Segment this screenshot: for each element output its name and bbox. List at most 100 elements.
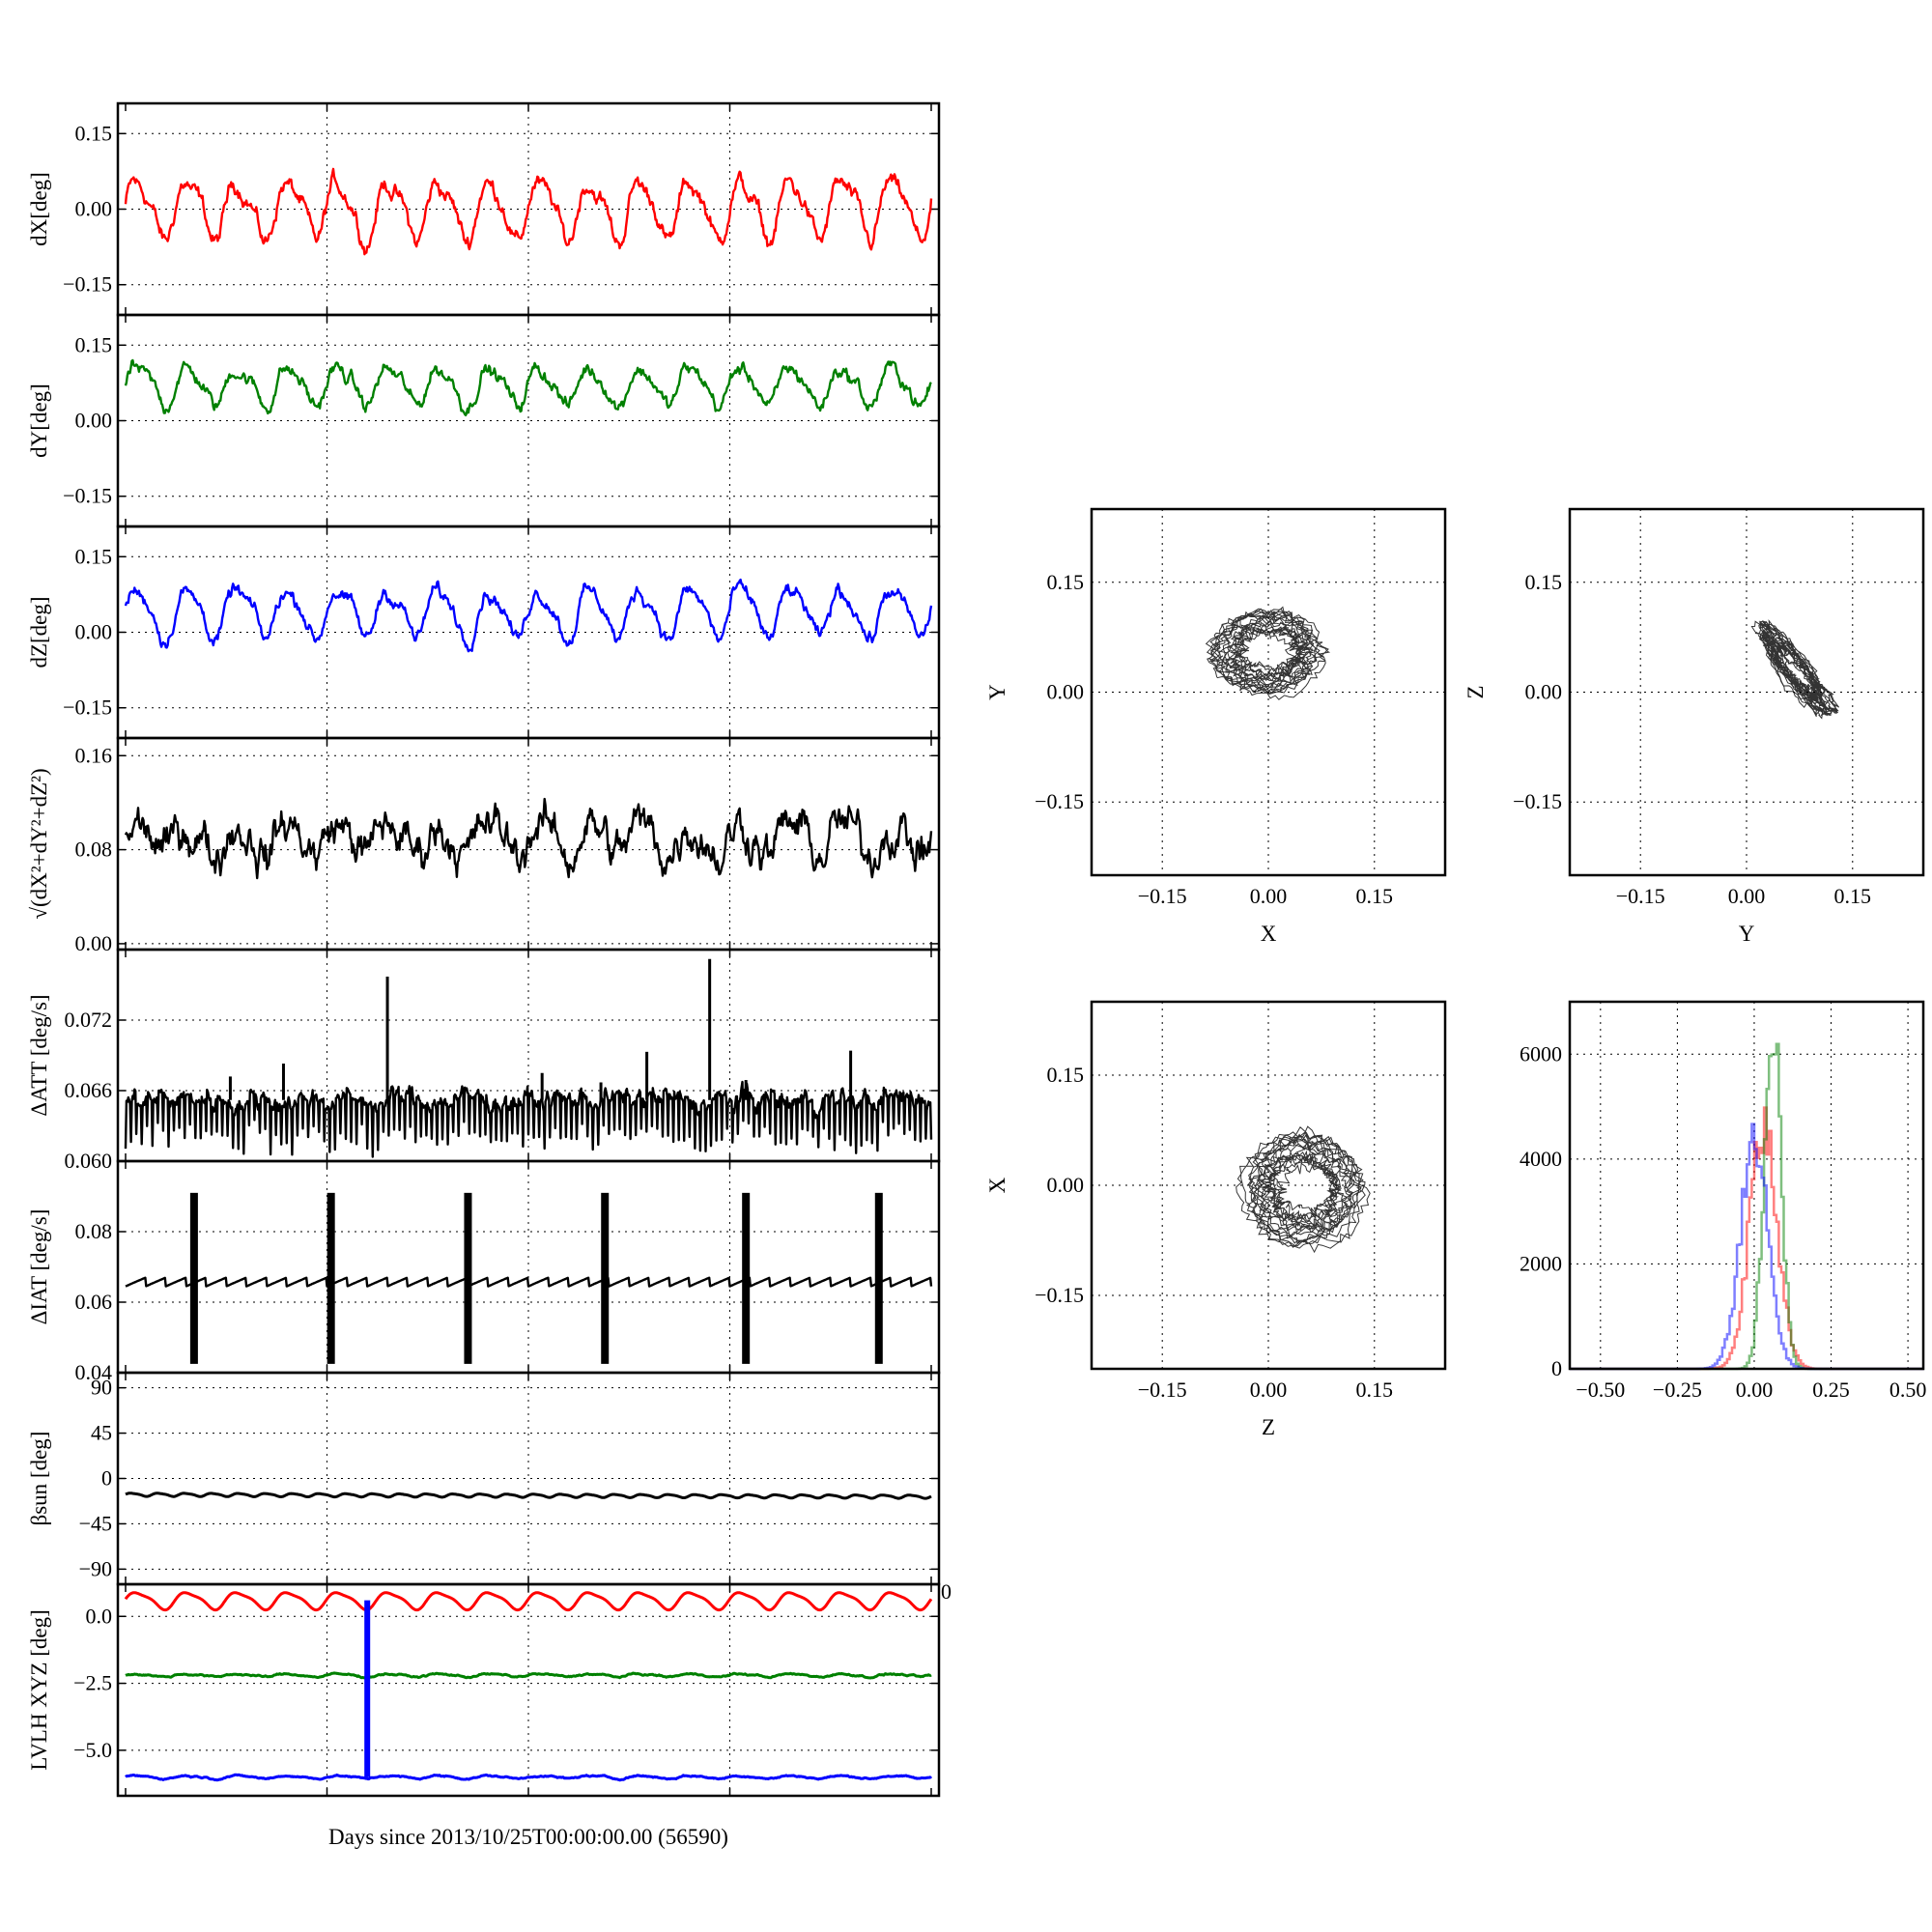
panel-dx-ytick-label: −0.15 bbox=[63, 272, 112, 297]
panel-zx-ytick-label: −0.15 bbox=[1035, 1283, 1084, 1307]
panel-dz bbox=[116, 525, 941, 740]
panel-hist-ytick-label: 0 bbox=[1551, 1356, 1562, 1380]
panel-hist-xtick-label: 0.50 bbox=[1889, 1378, 1927, 1402]
panel-datt bbox=[116, 948, 941, 1163]
panel-lvlh-ylabel: LVLH XYZ [deg] bbox=[27, 1609, 51, 1771]
panel-yz-trajectory bbox=[1750, 618, 1840, 720]
panel-dx bbox=[116, 101, 941, 317]
panel-zx-xtick-label: 0.00 bbox=[1250, 1378, 1288, 1402]
panel-datt-ylabel: ΔATT [deg/s] bbox=[27, 994, 51, 1116]
panel-xy-xlabel: X bbox=[1261, 922, 1277, 946]
panel-beta-ylabel: βsun [deg] bbox=[27, 1432, 51, 1526]
panel-datt-corner-label: 0.060 bbox=[65, 1149, 113, 1173]
panel-zx-ytick-label: 0.15 bbox=[1047, 1063, 1085, 1087]
panel-yz-ytick-label: 0.00 bbox=[1525, 680, 1563, 704]
panel-hist bbox=[1568, 1000, 1925, 1371]
panel-xy-xtick-label: 0.15 bbox=[1356, 884, 1394, 908]
panel-datt-series-0 bbox=[124, 1080, 933, 1158]
panel-xy-trajectory bbox=[1205, 606, 1331, 700]
panel-hist-xtick-label: 0.25 bbox=[1812, 1378, 1850, 1402]
panel-diat-series-0 bbox=[125, 1276, 933, 1288]
panel-hist-series-0 bbox=[1570, 1106, 1924, 1371]
panel-dy bbox=[116, 313, 941, 528]
panel-dy-ytick-label: 0.00 bbox=[75, 409, 113, 433]
panel-dz-ytick-label: 0.00 bbox=[75, 620, 113, 644]
panel-mag-series-0 bbox=[124, 797, 933, 880]
panel-mag-ytick-label: 0.16 bbox=[75, 743, 113, 767]
panel-lvlh-ytick-label: −5.0 bbox=[73, 1738, 112, 1762]
panel-xy bbox=[1090, 507, 1447, 877]
panel-mag-ytick-label: 0.00 bbox=[75, 931, 113, 955]
panel-lvlh-corner-label: 0 bbox=[941, 1579, 952, 1604]
panel-diat-burst bbox=[874, 1192, 883, 1364]
panel-zx-frame bbox=[1090, 1000, 1447, 1371]
panel-diat-burst bbox=[742, 1192, 751, 1364]
panel-datt-ytick-label: 0.066 bbox=[65, 1078, 113, 1102]
panel-diat-burst bbox=[327, 1192, 335, 1364]
panel-zx-xlabel: Z bbox=[1262, 1415, 1275, 1439]
panel-diat-ytick-label: 0.06 bbox=[75, 1290, 113, 1314]
panel-yz-xtick-label: 0.00 bbox=[1728, 884, 1766, 908]
panel-lvlh-ytick-label: 0.0 bbox=[86, 1604, 113, 1628]
panel-xy-ylabel: Y bbox=[985, 684, 1009, 700]
panel-hist-ytick-label: 6000 bbox=[1520, 1041, 1562, 1065]
panel-mag-ylabel: √(dX²+dY²+dZ²) bbox=[27, 768, 51, 919]
panel-yz-xlabel: Y bbox=[1739, 922, 1755, 946]
panel-yz-ytick-label: 0.15 bbox=[1525, 570, 1563, 594]
panel-dx-ylabel: dX[deg] bbox=[27, 172, 51, 246]
panel-dz-ytick-label: 0.15 bbox=[75, 544, 113, 568]
panel-hist-xtick-label: 0.00 bbox=[1736, 1378, 1774, 1402]
panel-beta-ytick-label: 0 bbox=[101, 1466, 112, 1491]
panel-beta-ytick-label: 90 bbox=[91, 1376, 112, 1400]
panel-hist-series-1 bbox=[1570, 1042, 1924, 1371]
panel-diat-ytick-label: 0.08 bbox=[75, 1219, 113, 1243]
panel-zx bbox=[1090, 1000, 1447, 1371]
panel-datt-ytick-label: 0.072 bbox=[65, 1008, 113, 1032]
panel-yz-ytick-label: −0.15 bbox=[1513, 789, 1562, 813]
panel-dz-series-0 bbox=[124, 578, 933, 653]
panel-zx-xtick-label: 0.15 bbox=[1356, 1378, 1394, 1402]
panel-yz-xtick-label: 0.15 bbox=[1834, 884, 1872, 908]
panel-lvlh-frame bbox=[116, 1582, 941, 1798]
panel-dy-ylabel: dY[deg] bbox=[27, 384, 51, 458]
panel-lvlh-series-0 bbox=[124, 1591, 933, 1612]
panel-zx-ytick-label: 0.00 bbox=[1047, 1173, 1085, 1197]
panel-beta-ytick-label: −90 bbox=[79, 1556, 112, 1580]
panel-xy-ytick-label: −0.15 bbox=[1035, 789, 1084, 813]
panel-yz-xtick-label: −0.15 bbox=[1616, 884, 1665, 908]
panel-hist-ytick-label: 4000 bbox=[1520, 1147, 1562, 1171]
panel-xy-xtick-label: −0.15 bbox=[1138, 884, 1187, 908]
panel-diat-frame bbox=[116, 1159, 941, 1375]
panel-dx-ytick-label: 0.15 bbox=[75, 121, 113, 145]
panel-zx-ylabel: X bbox=[985, 1177, 1009, 1193]
panel-lvlh-ytick-label: −2.5 bbox=[73, 1671, 112, 1695]
panel-beta-series-0 bbox=[125, 1492, 932, 1500]
panel-lvlh-series-1 bbox=[125, 1671, 932, 1680]
panel-lvlh-xlabel: Days since 2013/10/25T00:00:00.00 (56590… bbox=[328, 1825, 728, 1849]
panel-mag-ytick-label: 0.08 bbox=[75, 838, 113, 862]
panel-xy-frame bbox=[1090, 507, 1447, 877]
panel-diat-burst bbox=[189, 1192, 198, 1364]
panel-diat-burst bbox=[464, 1192, 472, 1364]
panel-hist-xtick-label: −0.25 bbox=[1653, 1378, 1702, 1402]
panel-mag bbox=[116, 736, 941, 952]
panel-diat bbox=[116, 1159, 941, 1375]
panel-hist-frame bbox=[1568, 1000, 1925, 1371]
panel-beta-ytick-label: −45 bbox=[79, 1511, 112, 1535]
panel-diat-ytick-label: 0.04 bbox=[75, 1360, 113, 1384]
panel-xy-ytick-label: 0.15 bbox=[1047, 570, 1085, 594]
panel-zx-xtick-label: −0.15 bbox=[1138, 1378, 1187, 1402]
panel-dx-ytick-label: 0.00 bbox=[75, 197, 113, 221]
panel-beta-ytick-label: 45 bbox=[91, 1421, 112, 1445]
panel-zx-trajectory bbox=[1236, 1125, 1371, 1254]
panel-dx-series-0 bbox=[124, 167, 933, 256]
panel-dy-series-0 bbox=[124, 358, 932, 416]
panel-dy-ytick-label: −0.15 bbox=[63, 484, 112, 508]
panel-lvlh-series-2 bbox=[125, 1773, 933, 1782]
panel-beta bbox=[116, 1371, 941, 1586]
panel-diat-burst bbox=[601, 1192, 610, 1364]
panel-dy-ytick-label: 0.15 bbox=[75, 332, 113, 356]
panel-yz-frame bbox=[1568, 507, 1925, 877]
panel-hist-xtick-label: −0.50 bbox=[1576, 1378, 1625, 1402]
